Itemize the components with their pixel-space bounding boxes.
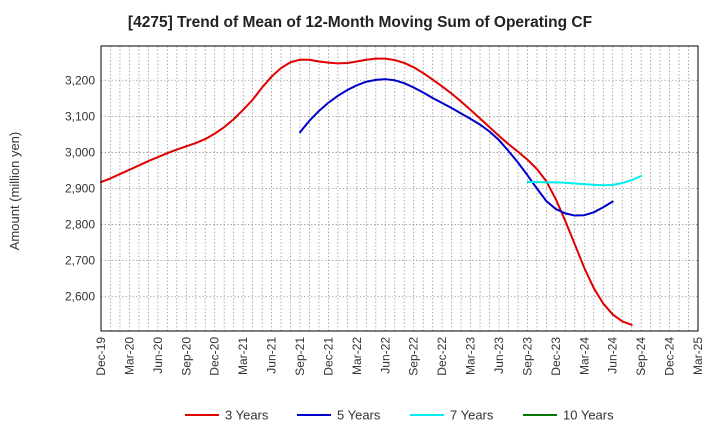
x-tick-label: Mar-20 [122,337,136,375]
x-tick-label: Jun-23 [492,337,506,374]
y-tick-label: 2,700 [65,254,95,268]
x-tick-label: Dec-21 [321,337,335,376]
x-tick-label: Sep-23 [520,337,534,376]
x-tick-label: Dec-22 [435,337,449,376]
x-tick-label: Sep-20 [179,337,193,376]
y-tick-label: 3,200 [65,73,95,87]
x-tick-label: Jun-21 [265,337,279,374]
x-tick-label: Dec-23 [549,337,563,376]
x-tick-label: Jun-20 [151,337,165,374]
x-tick-label: Sep-22 [407,337,421,376]
legend: 3 Years 5 Years 7 Years 10 Years [185,408,614,423]
x-tick-label: Mar-23 [464,337,478,375]
legend-label: 7 Years [450,408,494,423]
x-tick-label: Dec-20 [208,337,222,376]
legend-label: 3 Years [225,408,269,423]
series-line-3-years [100,57,633,326]
y-tick-label: 2,900 [65,182,95,196]
y-axis-label: Amount (million yen) [7,132,22,251]
legend-label: 5 Years [337,408,381,423]
x-tick-label: Jun-24 [606,337,620,374]
x-tick-label: Mar-25 [691,337,705,375]
x-tick-label: Sep-24 [634,337,648,376]
series-group [100,57,643,326]
legend-label: 10 Years [563,408,614,423]
y-tick-label: 2,600 [65,290,95,304]
x-tick-label: Dec-19 [94,337,108,376]
y-tick-label: 2,800 [65,218,95,232]
x-tick-label: Mar-21 [236,337,250,375]
x-tick-label: Sep-21 [293,337,307,376]
y-tick-label: 3,100 [65,109,95,123]
chart-title: [4275] Trend of Mean of 12-Month Moving … [128,14,592,31]
grid [101,46,698,331]
series-line-7-years [526,174,643,187]
plot-frame [100,45,699,332]
x-tick-label: Dec-24 [663,337,677,376]
tick-labels: 2,600 2,700 2,800 2,900 3,000 3,100 3,200 Dec-1… [65,73,705,375]
x-tick-label: Mar-22 [350,337,364,375]
x-tick-label: Jun-22 [378,337,392,374]
x-tick-label: Mar-24 [577,337,591,375]
series-line-5-years [299,78,614,217]
y-tick-label: 3,000 [65,145,95,159]
